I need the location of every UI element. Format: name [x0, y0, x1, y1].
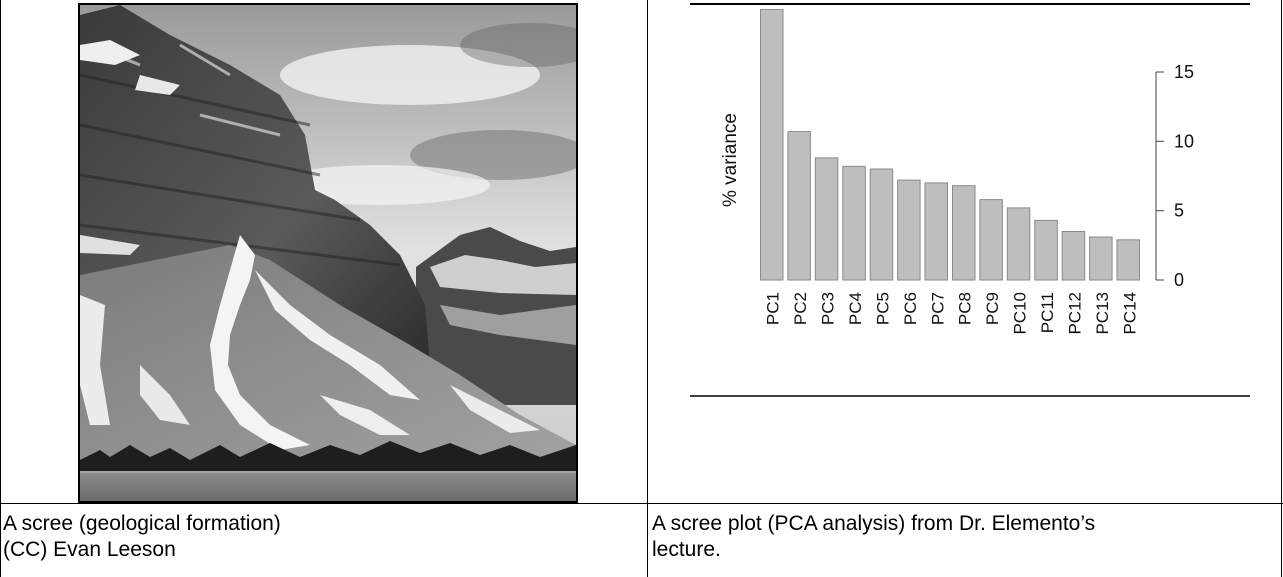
scree-plot-chart: PC1 PC2 PC3 PC4 PC5 PC6 PC7 PC8 PC9 PC10 PC11 PC12 P…	[690, 0, 1250, 400]
bar-pc12	[1061, 231, 1086, 281]
bar-pc3	[814, 157, 839, 281]
table-border-left	[0, 0, 1, 577]
table-border-middle	[647, 0, 648, 577]
x-tick-label-pc8: PC8	[956, 292, 975, 325]
bar-pc9	[979, 199, 1003, 281]
bar-pc10	[1006, 207, 1031, 281]
bar-pc14	[1116, 239, 1140, 281]
table-border-row-divider	[0, 503, 1283, 504]
bar-pc7	[924, 182, 948, 281]
bar-pc8	[952, 185, 976, 281]
y-tick-label-0: 0	[1174, 270, 1184, 290]
x-tick-label-pc6: PC6	[901, 292, 920, 325]
x-tick-label-pc1: PC1	[764, 292, 783, 325]
photo-caption-line1: A scree (geological formation)	[3, 512, 281, 535]
x-tick-label-pc5: PC5	[873, 292, 892, 325]
bar-pc4	[842, 165, 866, 281]
photo-credit: (CC) Evan Leeson	[3, 538, 176, 561]
x-tick-label-pc2: PC2	[791, 292, 810, 325]
photo-illustration	[80, 5, 576, 501]
x-tick-label-pc13: PC13	[1093, 292, 1112, 335]
bar-pc13	[1089, 236, 1113, 281]
x-tick-label-pc4: PC4	[846, 292, 865, 325]
bar-pc6	[897, 179, 921, 281]
x-tick-label-pc14: PC14	[1120, 292, 1139, 335]
x-tick-label-pc9: PC9	[983, 292, 1002, 325]
scree-plot-svg: PC1 PC2 PC3 PC4 PC5 PC6 PC7 PC8 PC9 PC10 PC11 PC12 P…	[690, 3, 1250, 397]
y-tick-label-10: 10	[1174, 131, 1194, 151]
x-tick-label-pc12: PC12	[1065, 292, 1084, 335]
chart-caption-line2: lecture.	[652, 538, 721, 561]
x-tick-label-pc3: PC3	[819, 292, 838, 325]
bar-pc2	[787, 131, 811, 281]
bar-pc1	[760, 9, 784, 281]
y-tick-label-5: 5	[1174, 201, 1184, 221]
y-tick-label-15: 15	[1174, 62, 1194, 82]
y-axis-label: % variance	[720, 113, 741, 207]
table-border-right	[1281, 0, 1282, 577]
x-tick-label-pc7: PC7	[928, 292, 947, 325]
chart-caption-line1: A scree plot (PCA analysis) from Dr. Ele…	[652, 512, 1096, 535]
bar-pc11	[1034, 219, 1058, 281]
scree-mountain-photo	[78, 3, 578, 503]
x-tick-label-pc11: PC11	[1038, 292, 1057, 333]
bar-pc5	[869, 168, 894, 281]
x-tick-label-pc10: PC10	[1011, 292, 1030, 335]
